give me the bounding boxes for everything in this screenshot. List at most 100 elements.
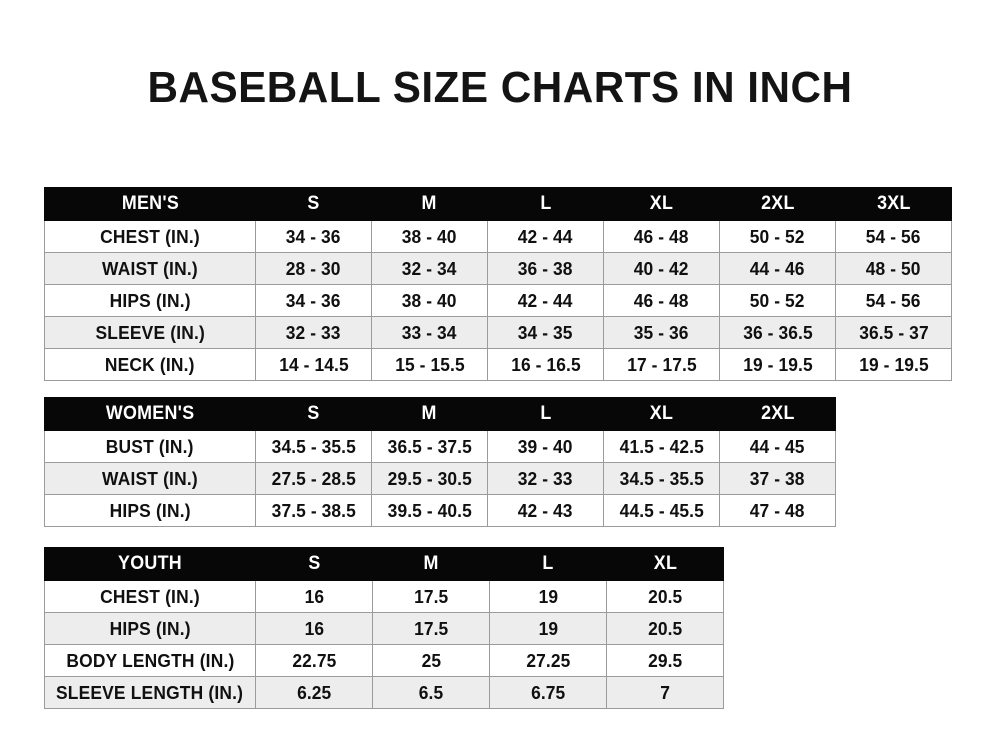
youth-table-body: CHEST (IN.) 16 17.5 19 20.5 HIPS (IN.) 1… [44,580,724,709]
cell-text: 34.5 - 35.5 [619,467,704,489]
table-row: CHEST (IN.) 34 - 36 38 - 40 42 - 44 46 -… [44,220,952,253]
row-label: BUST (IN.) [44,430,256,463]
column-header-s: S [255,187,372,221]
row-label-text: HIPS (IN.) [109,499,191,521]
cell-text: 14 - 14.5 [278,353,349,375]
cell-text: 17 - 17.5 [626,353,697,375]
cell-text: 48 - 50 [866,257,921,279]
table-cell: 20.5 [606,612,724,645]
header-text: M [421,403,438,424]
table-cell: 27.5 - 28.5 [255,462,372,495]
cell-text: 42 - 44 [518,289,573,311]
table-row: HIPS (IN.) 37.5 - 38.5 39.5 - 40.5 42 - … [44,494,836,527]
table-cell: 32 - 33 [255,316,372,349]
cell-text: 47 - 48 [750,499,805,521]
cell-text: 19 - 19.5 [742,353,813,375]
cell-text: 15 - 15.5 [394,353,465,375]
table-row: HIPS (IN.) 34 - 36 38 - 40 42 - 44 46 - … [44,284,952,317]
table-cell: 22.75 [255,644,373,677]
row-label-text: BODY LENGTH (IN.) [65,649,235,671]
table-cell: 42 - 44 [487,284,604,317]
header-text: M [421,193,438,214]
cell-text: 35 - 36 [634,321,689,343]
cell-text: 50 - 52 [750,225,805,247]
mens-size-table: MEN'S S M L XL 2XL 3XL CHEST (IN.) 34 - … [44,187,952,381]
table-cell: 44 - 46 [719,252,836,285]
table-cell: 44.5 - 45.5 [603,494,720,527]
table-cell: 34 - 35 [487,316,604,349]
row-label-text: HIPS (IN.) [109,289,191,311]
cell-text: 7 [660,681,670,703]
table-cell: 34.5 - 35.5 [255,430,372,463]
table-cell: 20.5 [606,580,724,613]
cell-text: 16 - 16.5 [510,353,581,375]
cell-text: 27.25 [525,649,570,671]
column-header-l: L [489,547,607,581]
cell-text: 20.5 [647,585,683,607]
cell-text: 19 [538,585,558,607]
table-row: SLEEVE (IN.) 32 - 33 33 - 34 34 - 35 35 … [44,316,952,349]
table-cell: 46 - 48 [603,220,720,253]
column-header-l: L [487,397,604,431]
header-text: 3XL [876,193,911,214]
cell-text: 46 - 48 [634,289,689,311]
header-text: S [307,553,321,574]
header-text: 2XL [760,403,795,424]
cell-text: 32 - 33 [286,321,341,343]
cell-text: 54 - 56 [866,289,921,311]
table-cell: 19 - 19.5 [719,348,836,381]
cell-text: 50 - 52 [750,289,805,311]
table-cell: 27.25 [489,644,607,677]
cell-text: 54 - 56 [866,225,921,247]
cell-text: 44 - 45 [750,435,805,457]
table-cell: 34 - 36 [255,220,372,253]
table-cell: 17.5 [372,612,490,645]
table-row: HIPS (IN.) 16 17.5 19 20.5 [44,612,724,645]
cell-text: 42 - 43 [518,499,573,521]
column-header-m: M [372,547,490,581]
table-cell: 16 [255,612,373,645]
cell-text: 17.5 [413,617,449,639]
header-text: L [539,193,552,214]
row-label: CHEST (IN.) [44,220,256,253]
column-header-xl: XL [603,187,720,221]
column-header-category: WOMEN'S [44,397,256,431]
header-text: M [423,553,439,574]
mens-table-head: MEN'S S M L XL 2XL 3XL [44,187,952,221]
table-row: WAIST (IN.) 28 - 30 32 - 34 36 - 38 40 -… [44,252,952,285]
table-cell: 38 - 40 [371,220,488,253]
header-text: 2XL [760,193,795,214]
row-label-text: WAIST (IN.) [102,257,198,279]
cell-text: 37 - 38 [750,467,805,489]
table-row: BODY LENGTH (IN.) 22.75 25 27.25 29.5 [44,644,724,677]
cell-text: 29.5 [647,649,683,671]
cell-text: 39 - 40 [518,435,573,457]
table-cell: 17.5 [372,580,490,613]
table-cell: 19 [489,612,607,645]
table-cell: 37.5 - 38.5 [255,494,372,527]
table-cell: 6.5 [372,676,490,709]
row-label-text: HIPS (IN.) [109,617,191,639]
table-cell: 29.5 [606,644,724,677]
column-header-xl: XL [603,397,720,431]
cell-text: 17.5 [413,585,449,607]
column-header-category: YOUTH [44,547,256,581]
table-row: CHEST (IN.) 16 17.5 19 20.5 [44,580,724,613]
header-text: S [307,193,320,214]
table-cell: 19 - 19.5 [835,348,952,381]
row-label: SLEEVE (IN.) [44,316,256,349]
cell-text: 19 [538,617,558,639]
table-cell: 7 [606,676,724,709]
row-label: HIPS (IN.) [44,612,256,645]
column-header-xl: XL [606,547,724,581]
cell-text: 34.5 - 35.5 [271,435,356,457]
table-cell: 46 - 48 [603,284,720,317]
page-title: BASEBALL SIZE CHARTS IN INCH [147,63,853,112]
table-header-row: MEN'S S M L XL 2XL 3XL [44,187,952,221]
table-cell: 36.5 - 37.5 [371,430,488,463]
cell-text: 6.75 [530,681,566,703]
cell-text: 34 - 36 [286,225,341,247]
row-label: BODY LENGTH (IN.) [44,644,256,677]
column-header-l: L [487,187,604,221]
table-cell: 54 - 56 [835,284,952,317]
